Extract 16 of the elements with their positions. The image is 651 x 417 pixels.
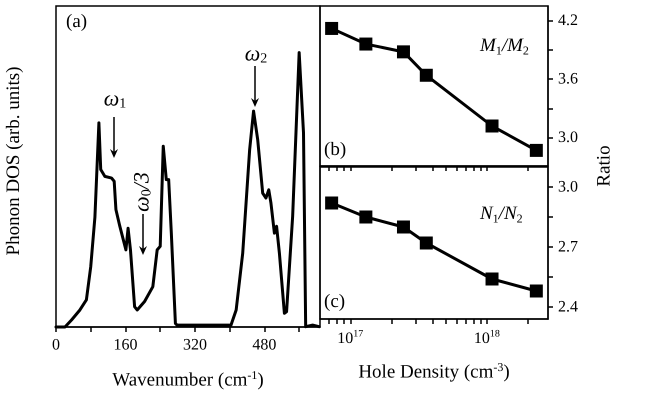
annotation: ω0/3 xyxy=(128,172,155,212)
y-tick-label: 3.0 xyxy=(558,178,578,196)
x-tick-label: 480 xyxy=(252,336,276,354)
y-tick-label: 2.7 xyxy=(558,238,578,256)
x-tick-label: 320 xyxy=(182,336,207,354)
y-tick-label: 4.2 xyxy=(558,12,578,30)
annotation: (c) xyxy=(324,291,346,312)
y-tick-label: 2.4 xyxy=(558,298,578,316)
x-tick-label: 0 xyxy=(52,336,60,354)
x-tick-label: 160 xyxy=(113,336,138,354)
annotation: (b) xyxy=(324,139,346,160)
y-axis-title: Phonon DOS (arb. units) xyxy=(3,66,24,256)
y-tick-label: 3.0 xyxy=(558,129,578,146)
y-tick-label: 3.6 xyxy=(558,70,578,88)
y-axis-title: Ratio xyxy=(594,145,614,187)
text: (a) xyxy=(66,11,88,32)
